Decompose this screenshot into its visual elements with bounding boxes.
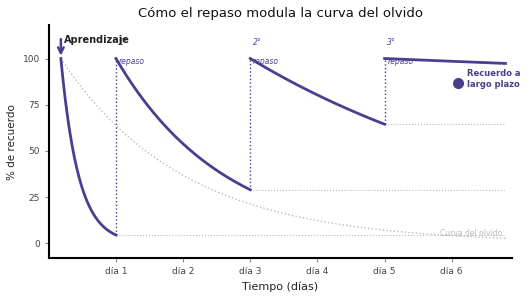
Text: 2°: 2° (253, 39, 262, 48)
Text: repaso: repaso (253, 57, 279, 66)
Text: Curva del olvido: Curva del olvido (440, 229, 502, 238)
Text: 1°: 1° (119, 39, 127, 48)
X-axis label: Tiempo (días): Tiempo (días) (243, 282, 319, 292)
Title: Cómo el repaso modula la curva del olvido: Cómo el repaso modula la curva del olvid… (138, 7, 423, 20)
Y-axis label: % de recuerdo: % de recuerdo (7, 104, 17, 180)
Text: 3°: 3° (387, 39, 396, 48)
Text: repaso: repaso (119, 57, 145, 66)
Text: Aprendizaje: Aprendizaje (64, 34, 130, 45)
Text: Recuerdo a
largo plazo: Recuerdo a largo plazo (467, 69, 520, 89)
Text: repaso: repaso (387, 57, 413, 66)
